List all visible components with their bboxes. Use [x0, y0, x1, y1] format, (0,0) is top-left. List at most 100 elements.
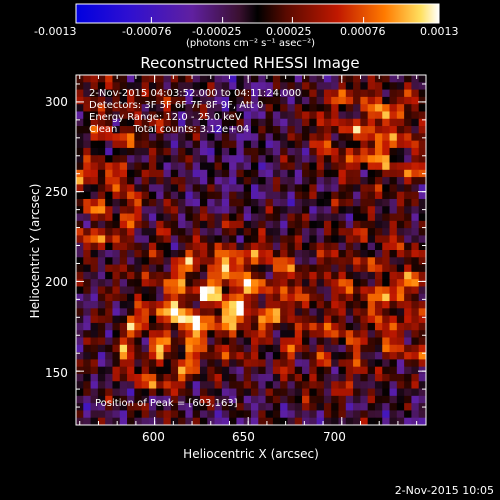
heatmap-cell [389, 417, 398, 425]
heatmap-cell [389, 228, 398, 236]
heatmap-cell [236, 220, 245, 229]
heatmap-cell [119, 75, 128, 83]
heatmap-cell [323, 111, 332, 120]
heatmap-cell [243, 286, 252, 295]
heatmap-cell [214, 184, 223, 193]
heatmap-cell [251, 75, 259, 83]
heatmap-cell [97, 191, 106, 200]
heatmap-cell [178, 366, 186, 375]
heatmap-cell [207, 235, 215, 244]
heatmap-cell [207, 322, 215, 331]
heatmap-cell [112, 220, 121, 229]
heatmap-cell [360, 104, 369, 112]
heatmap-cell [287, 352, 296, 360]
heatmap-cell [280, 242, 288, 251]
heatmap-cell [243, 242, 252, 251]
heatmap-cell [127, 162, 135, 171]
heatmap-cell [141, 184, 150, 193]
heatmap-cell [374, 198, 383, 207]
heatmap-cell [192, 162, 201, 171]
heatmap-cell [97, 373, 106, 382]
heatmap-cell [185, 82, 194, 90]
heatmap-cell [141, 82, 150, 90]
heatmap-cell [112, 89, 121, 98]
heatmap-cell [309, 301, 318, 309]
heatmap-cell [163, 191, 172, 200]
heatmap-cell [214, 82, 223, 90]
heatmap-cell [127, 359, 135, 368]
heatmap-cell [97, 388, 106, 397]
heatmap-cell [83, 220, 91, 229]
y-tick-label: 150 [45, 366, 68, 380]
heatmap-cell [134, 337, 143, 346]
heatmap-cell [367, 75, 376, 83]
heatmap-cell [105, 133, 113, 142]
heatmap-cell [360, 322, 369, 331]
heatmap-cell [280, 286, 288, 295]
heatmap-cell [389, 271, 398, 280]
heatmap-cell [367, 242, 376, 251]
heatmap-cell [323, 75, 332, 83]
heatmap-cell [302, 126, 310, 134]
heatmap-cell [214, 373, 223, 382]
heatmap-cell [192, 417, 201, 425]
heatmap-cell [338, 89, 347, 98]
heatmap-cell [134, 198, 143, 207]
heatmap-cell [323, 395, 332, 404]
heatmap-cell [163, 213, 172, 222]
heatmap-cell [265, 89, 274, 98]
heatmap-cell [302, 147, 310, 156]
heatmap-cell [309, 82, 318, 90]
heatmap-cell [105, 111, 113, 120]
heatmap-cell [258, 155, 266, 163]
heatmap-cell [141, 352, 150, 360]
heatmap-cell [251, 213, 259, 222]
heatmap-cell [119, 213, 128, 222]
heatmap-cell [367, 104, 376, 112]
heatmap-cell [294, 104, 303, 112]
heatmap-cell [331, 140, 339, 149]
heatmap-cell [258, 213, 266, 222]
heatmap-cell [404, 286, 412, 295]
heatmap-cell [251, 344, 259, 353]
heatmap-cell [272, 191, 281, 200]
heatmap-cell [163, 373, 172, 382]
heatmap-cell [199, 147, 208, 156]
heatmap-cell [148, 169, 157, 178]
heatmap-cell [105, 169, 113, 178]
heatmap-cell [214, 410, 223, 419]
heatmap-cell [374, 352, 383, 360]
heatmap-cell [294, 133, 303, 142]
heatmap-cell [280, 301, 288, 309]
heatmap-cell [236, 359, 245, 368]
heatmap-cell [396, 89, 405, 98]
heatmap-cell [105, 381, 113, 389]
heatmap-cell [338, 279, 347, 287]
heatmap-cell [214, 322, 223, 331]
heatmap-cell [323, 322, 332, 331]
heatmap-cell [163, 337, 172, 346]
heatmap-cell [331, 322, 339, 331]
heatmap-cell [367, 330, 376, 338]
heatmap-cell [229, 395, 237, 404]
heatmap-cell [214, 315, 223, 324]
heatmap-cell [156, 264, 164, 273]
heatmap-cell [199, 381, 208, 389]
heatmap-cell [192, 293, 201, 302]
heatmap-cell [156, 162, 164, 171]
heatmap-cell [251, 373, 259, 382]
heatmap-cell [251, 169, 259, 178]
heatmap-cell [97, 315, 106, 324]
heatmap-cell [134, 206, 143, 214]
heatmap-cell [112, 359, 121, 368]
heatmap-cell [294, 388, 303, 397]
heatmap-cell [192, 257, 201, 265]
heatmap-cell [382, 359, 390, 368]
heatmap-cell [411, 337, 420, 346]
heatmap-cell [265, 271, 274, 280]
heatmap-cell [280, 126, 288, 134]
heatmap-cell [76, 315, 84, 324]
heatmap-cell [345, 147, 354, 156]
heatmap-cell [76, 184, 84, 193]
